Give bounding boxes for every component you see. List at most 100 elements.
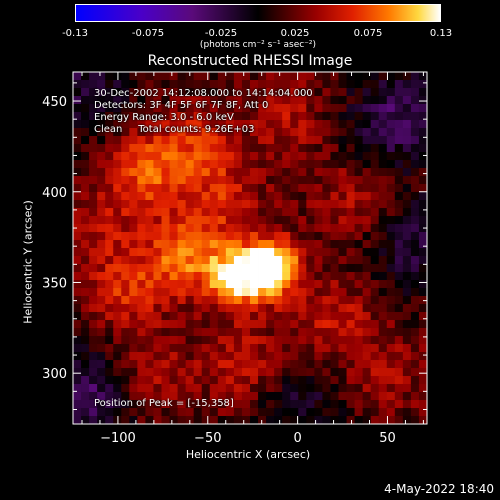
heatmap-cell xyxy=(322,240,331,249)
heatmap-cell xyxy=(410,208,420,217)
heatmap-cell xyxy=(290,368,299,377)
heatmap-cell xyxy=(314,304,323,313)
heatmap-cell xyxy=(402,352,412,361)
heatmap-cell xyxy=(185,360,195,369)
heatmap-cell xyxy=(330,248,339,257)
heatmap-cell xyxy=(201,344,211,353)
heatmap-cell xyxy=(306,416,315,425)
heatmap-cell xyxy=(274,352,283,361)
heatmap-cell xyxy=(370,264,380,273)
heatmap-cell xyxy=(250,224,259,233)
heatmap-cell xyxy=(322,248,331,257)
heatmap-cell xyxy=(386,232,396,241)
heatmap-cell xyxy=(73,104,82,113)
heatmap-cell xyxy=(121,264,130,273)
heatmap-cell xyxy=(89,152,98,161)
heatmap-cell xyxy=(418,152,428,161)
heatmap-cell xyxy=(386,288,396,297)
heatmap-cell xyxy=(250,248,259,257)
heatmap-cell xyxy=(153,224,162,233)
heatmap-cell xyxy=(266,320,275,329)
heatmap-cell xyxy=(306,304,315,313)
heatmap-cell xyxy=(113,168,122,177)
heatmap-cell xyxy=(290,328,299,337)
heatmap-cell xyxy=(177,248,187,257)
heatmap-cell xyxy=(266,160,275,169)
heatmap-cell xyxy=(241,168,251,177)
heatmap-cell xyxy=(217,112,227,121)
heatmap-cell xyxy=(225,200,235,209)
heatmap-cell xyxy=(145,288,154,297)
heatmap-cell xyxy=(217,344,227,353)
heatmap-cell xyxy=(290,96,299,105)
heatmap-cell xyxy=(250,152,259,161)
heatmap-cell xyxy=(113,296,122,305)
colorbar xyxy=(75,4,441,22)
y-tick-label: 300 xyxy=(42,367,67,382)
heatmap-cell xyxy=(346,272,355,281)
heatmap-cell xyxy=(105,256,114,265)
heatmap-cell xyxy=(418,248,428,257)
heatmap-cell xyxy=(330,312,339,321)
heatmap-cell xyxy=(209,304,219,313)
heatmap-cell xyxy=(266,88,275,97)
heatmap-cell xyxy=(121,176,130,185)
heatmap-cell xyxy=(145,128,154,137)
heatmap-cell xyxy=(330,104,339,113)
heatmap-cell xyxy=(290,152,299,161)
heatmap-cell xyxy=(378,168,388,177)
heatmap-cell xyxy=(378,384,388,393)
heatmap-cell xyxy=(394,240,404,249)
heatmap-cell xyxy=(177,88,187,97)
heatmap-cell xyxy=(298,88,307,97)
heatmap-cell xyxy=(274,144,283,153)
heatmap-cell xyxy=(241,144,251,153)
heatmap-cell xyxy=(250,80,259,89)
heatmap-cell xyxy=(298,96,307,105)
heatmap-cell xyxy=(193,248,203,257)
heatmap-cell xyxy=(282,128,291,137)
heatmap-cell xyxy=(217,400,227,409)
heatmap-cell xyxy=(370,304,380,313)
heatmap-cell xyxy=(298,368,307,377)
heatmap-cell xyxy=(322,392,331,401)
heatmap-cell xyxy=(145,272,154,281)
heatmap-cell xyxy=(322,136,331,145)
heatmap-cell xyxy=(418,128,428,137)
heatmap-cell xyxy=(418,288,428,297)
heatmap-cell xyxy=(378,272,388,281)
heatmap-cell xyxy=(322,360,331,369)
heatmap-cell xyxy=(362,288,372,297)
heatmap-cell xyxy=(185,280,195,289)
heatmap-cell xyxy=(258,392,267,401)
heatmap-cell xyxy=(306,344,315,353)
heatmap-cell xyxy=(346,168,355,177)
heatmap-cell xyxy=(105,176,114,185)
heatmap-cell xyxy=(266,136,275,145)
heatmap-cell xyxy=(250,72,259,81)
heatmap-cell xyxy=(137,120,146,129)
heatmap-cell xyxy=(185,160,195,169)
heatmap-cell xyxy=(394,216,404,225)
heatmap-cell xyxy=(330,352,339,361)
heatmap-cell xyxy=(362,312,372,321)
heatmap-cell xyxy=(129,264,138,273)
heatmap-cell xyxy=(410,168,420,177)
heatmap-cell xyxy=(81,232,90,241)
heatmap-cell xyxy=(402,80,412,89)
heatmap-cell xyxy=(121,328,130,337)
heatmap-cell xyxy=(81,224,90,233)
heatmap-cell xyxy=(233,248,243,257)
heatmap-cell xyxy=(298,376,307,385)
heatmap-cell xyxy=(73,376,82,385)
heatmap-cell xyxy=(418,192,428,201)
heatmap-cell xyxy=(298,160,307,169)
heatmap-cell xyxy=(161,120,170,129)
heatmap-cell xyxy=(306,72,315,81)
heatmap-cell xyxy=(322,192,331,201)
heatmap-cell xyxy=(201,264,211,273)
heatmap-cell xyxy=(370,288,380,297)
heatmap-cell xyxy=(177,112,187,121)
heatmap-cell xyxy=(394,416,404,425)
heatmap-cell xyxy=(89,320,98,329)
